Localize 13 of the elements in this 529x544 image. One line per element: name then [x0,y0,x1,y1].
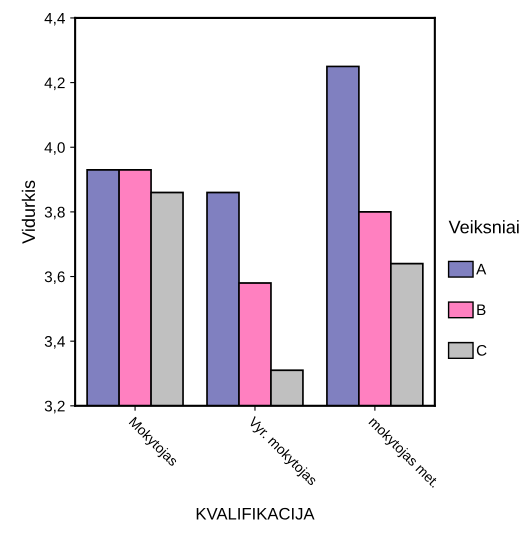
y-tick-label: 4,2 [44,77,65,90]
legend-label: B [477,304,486,316]
y-tick-label: 4,0 [44,142,65,155]
y-tick-label: 3,2 [44,400,65,414]
legend-label: A [476,264,486,274]
y-tick-label: 3,4 [44,336,65,349]
y-tick-label: 4,4 [44,12,65,26]
y-tick-label: 3,8 [44,206,65,220]
x-axis-title: KVALIFIKACIJA [196,508,315,520]
y-tick-label: 3,6 [44,271,65,284]
legend-title: Veiksniai [448,220,519,234]
legend-label: C [476,344,487,356]
y-axis-title: Vidurkis [22,180,36,244]
